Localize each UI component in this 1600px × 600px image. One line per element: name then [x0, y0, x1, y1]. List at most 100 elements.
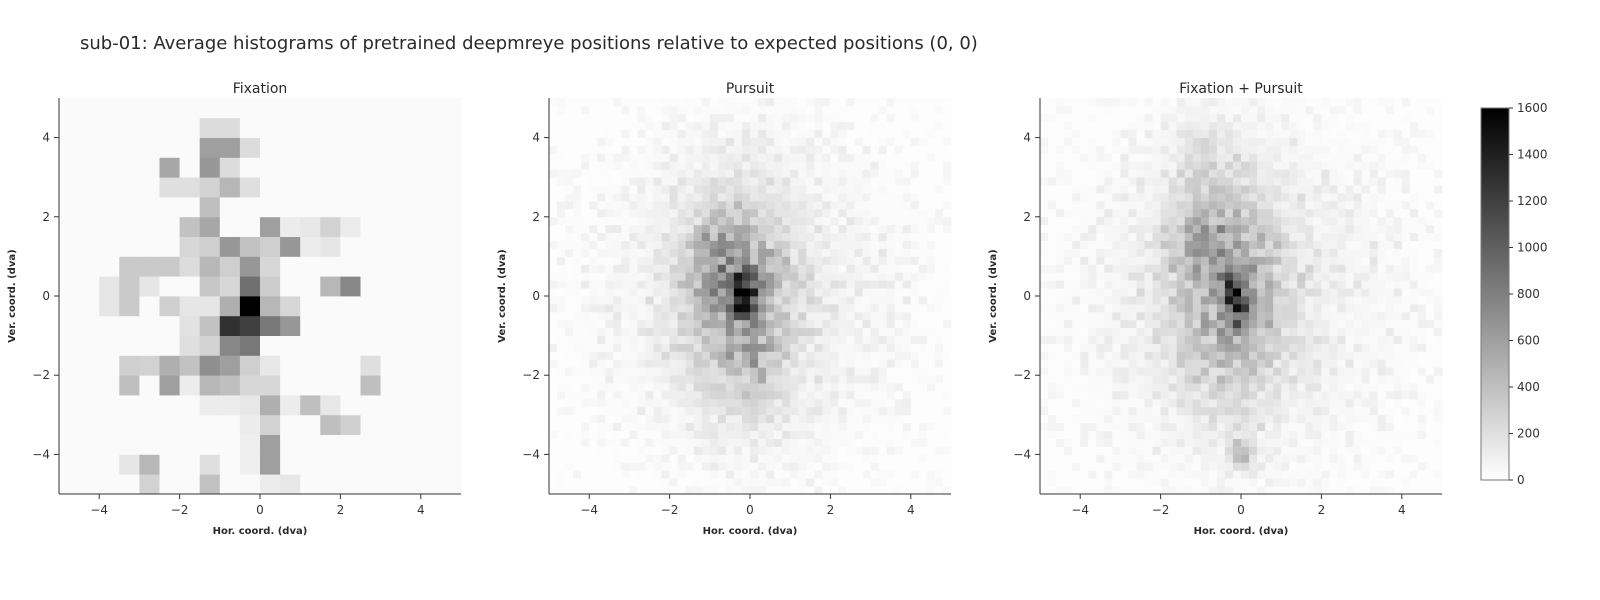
heatmap-cell	[239, 236, 261, 257]
heatmap-cell	[750, 216, 759, 226]
heatmap-cell	[677, 486, 687, 495]
heatmap-cell	[862, 169, 871, 178]
heatmap-cell	[814, 414, 823, 424]
heatmap-cell	[1144, 335, 1153, 344]
heatmap-cell	[1168, 470, 1178, 479]
heatmap-cell	[750, 391, 759, 400]
heatmap-cell	[1409, 422, 1419, 432]
heatmap-cell	[1128, 224, 1137, 234]
heatmap-cell	[685, 446, 695, 455]
heatmap-cell	[1281, 185, 1290, 194]
heatmap-cell	[565, 311, 574, 321]
heatmap-cell	[838, 454, 847, 463]
heatmap-cell	[260, 395, 281, 416]
heatmap-cell	[1072, 232, 1081, 241]
heatmap-cell	[926, 129, 936, 138]
heatmap-cell	[822, 446, 831, 455]
heatmap-cell	[1096, 296, 1105, 305]
heatmap-cell	[1224, 232, 1234, 241]
heatmap-cell	[1072, 462, 1081, 471]
heatmap-cell	[1072, 296, 1081, 305]
heatmap-cell	[1144, 327, 1153, 336]
heatmap-cell	[758, 303, 767, 313]
heatmap-cell	[1080, 351, 1089, 360]
heatmap-cell	[549, 454, 558, 463]
heatmap-cell	[1393, 248, 1403, 257]
heatmap-cell	[139, 276, 160, 297]
heatmap-cell	[1216, 288, 1226, 297]
heatmap-cell	[1064, 280, 1073, 289]
heatmap-cell	[1257, 280, 1266, 289]
heatmap-cell	[139, 177, 160, 198]
heatmap-cell	[1104, 430, 1113, 439]
heatmap-cell	[862, 256, 871, 265]
heatmap-cell	[846, 430, 855, 439]
heatmap-cell	[1096, 216, 1105, 226]
heatmap-cell	[709, 272, 719, 281]
heatmap-cell	[1281, 359, 1290, 368]
heatmap-cell	[1313, 280, 1322, 289]
heatmap-cell	[669, 462, 679, 471]
heatmap-cell	[1369, 169, 1379, 178]
heatmap-cell	[1088, 240, 1097, 249]
heatmap-cell	[1289, 240, 1298, 249]
heatmap-cell	[1249, 272, 1258, 281]
heatmap-cell	[1329, 438, 1338, 447]
heatmap-cell	[846, 398, 855, 408]
heatmap-cell	[99, 98, 120, 119]
heatmap-cell	[677, 296, 687, 305]
heatmap-cell	[1313, 470, 1322, 479]
heatmap-cell	[1192, 351, 1202, 360]
heatmap-cell	[629, 169, 638, 178]
heatmap-cell	[717, 129, 727, 138]
heatmap-cell	[300, 177, 321, 198]
heatmap-cell	[645, 430, 654, 439]
heatmap-cell	[557, 351, 566, 360]
heatmap-cell	[1088, 422, 1097, 432]
heatmap-cell	[814, 161, 823, 170]
heatmap-cell	[1329, 343, 1338, 352]
heatmap-cell	[685, 232, 695, 241]
heatmap-cell	[878, 288, 888, 297]
heatmap-cell	[926, 478, 936, 487]
heatmap-cell	[1192, 311, 1202, 321]
heatmap-cell	[1241, 327, 1250, 336]
heatmap-cell	[1425, 288, 1435, 297]
heatmap-cell	[637, 398, 646, 408]
heatmap-cell	[1112, 264, 1121, 273]
heatmap-cell	[838, 169, 847, 178]
heatmap-cell	[910, 264, 920, 273]
heatmap-cell	[1417, 303, 1427, 313]
heatmap-cell	[798, 185, 807, 194]
heatmap-cell	[677, 216, 687, 226]
heatmap-cell	[870, 105, 880, 115]
heatmap-cell	[1281, 232, 1290, 241]
heatmap-cell	[621, 280, 630, 289]
heatmap-cell	[1104, 391, 1113, 400]
heatmap-cell	[1104, 208, 1113, 218]
heatmap-cell	[1192, 169, 1202, 178]
heatmap-cell	[1281, 462, 1290, 471]
heatmap-cell	[661, 375, 670, 384]
heatmap-cell	[733, 193, 743, 202]
heatmap-cell	[934, 129, 944, 138]
heatmap-cell	[669, 185, 679, 194]
heatmap-cell	[653, 280, 662, 289]
heatmap-cell	[1249, 375, 1258, 384]
heatmap-cell	[661, 105, 670, 115]
heatmap-cell	[589, 129, 598, 138]
heatmap-cell	[661, 478, 670, 487]
heatmap-cell	[1329, 470, 1338, 479]
heatmap-cell	[1152, 272, 1161, 281]
heatmap-cell	[918, 383, 928, 392]
heatmap-cell	[902, 137, 912, 146]
heatmap-cell	[1080, 240, 1089, 249]
heatmap-cell	[798, 303, 807, 313]
heatmap-cell	[1208, 398, 1218, 408]
heatmap-cell	[1040, 335, 1049, 344]
heatmap-cell	[1216, 216, 1226, 226]
heatmap-cell	[589, 422, 598, 432]
heatmap-cell	[733, 169, 743, 178]
heatmap-cell	[1393, 327, 1403, 336]
heatmap-cell	[1064, 208, 1073, 218]
